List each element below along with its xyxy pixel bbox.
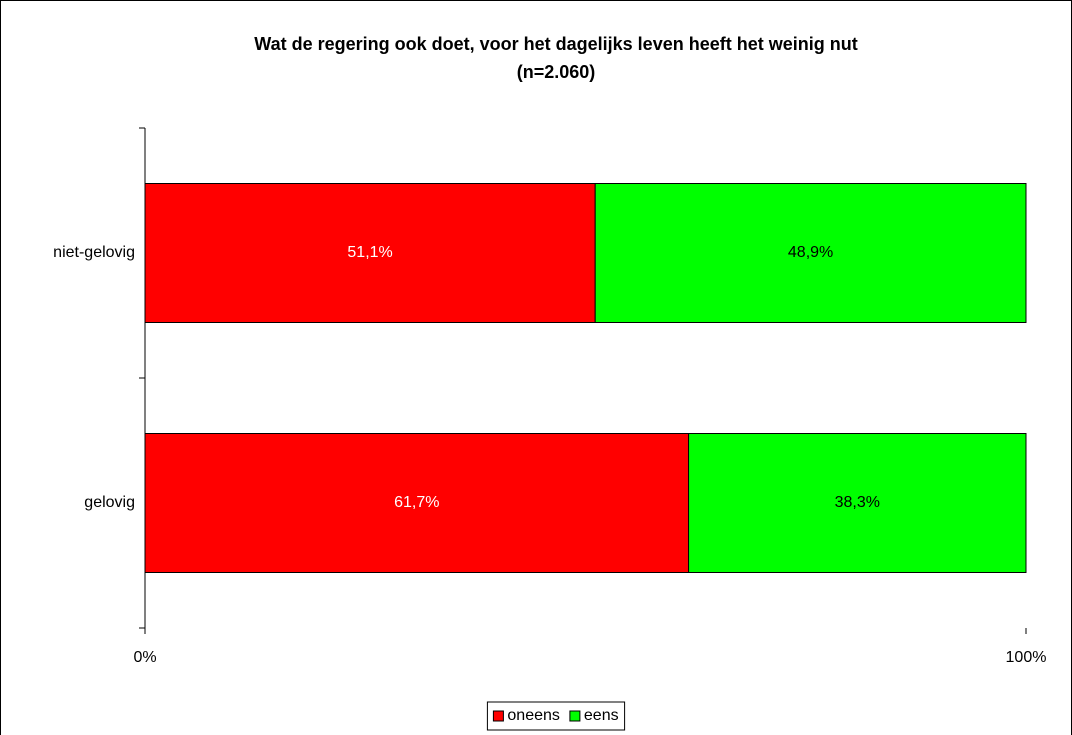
chart-title: Wat de regering ook doet, voor het dagel… [254,34,857,54]
bar [594,183,1027,323]
value-label: 51,1% [347,244,392,261]
value-label: 48,9% [788,244,833,261]
y-tick-label: niet-gelovig [53,244,135,261]
legend-label: oneens [507,707,560,724]
legend-swatch [492,710,504,722]
legend-label: eens [584,707,619,724]
bar [144,433,690,573]
bar [144,183,596,323]
x-tick-label: 100% [1006,649,1047,666]
legend [486,701,626,731]
value-label: 38,3% [835,494,880,511]
bar [688,433,1027,573]
value-label: 61,7% [394,494,439,511]
legend-swatch [569,710,581,722]
y-tick-label: gelovig [84,494,135,511]
x-tick-label: 0% [133,649,156,666]
chart-subtitle: (n=2.060) [517,62,596,82]
